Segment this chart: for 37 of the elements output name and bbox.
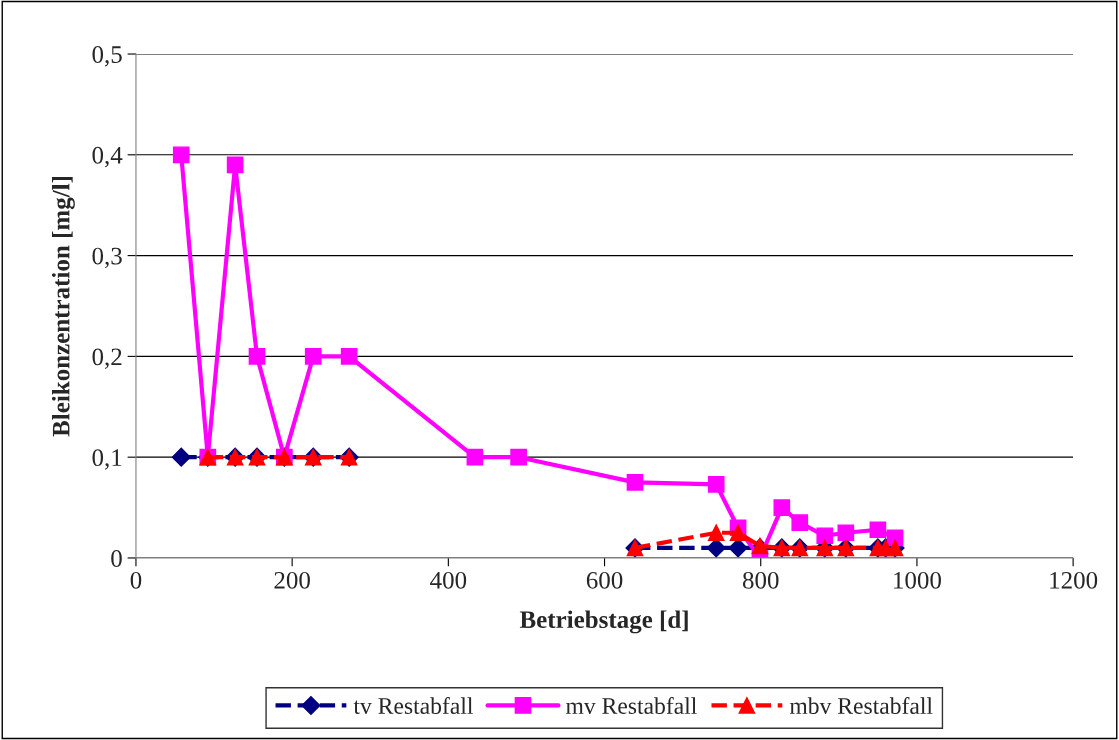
point [729,524,747,542]
point [869,521,887,539]
y-tick-label: 0,5 [92,46,122,67]
y-tick-label: 0 [111,550,122,567]
point [304,348,322,365]
point [816,527,834,545]
point [171,447,191,467]
point [248,348,266,365]
x-tick-label: 200 [274,571,310,589]
point [707,476,725,493]
point [466,448,484,466]
point [837,524,855,542]
point [510,448,527,466]
point [626,474,644,491]
point [340,348,358,365]
point [226,156,244,174]
x-tick-label: 600 [586,571,623,589]
point [728,538,748,558]
x-tick-label: 400 [430,571,467,589]
y-tick-label: 0,4 [92,146,123,168]
point [706,538,726,558]
point [172,146,190,164]
point [707,524,725,542]
legend-label: mv Restabfall [566,697,697,714]
x-tick-label: 1000 [894,571,941,589]
x-tick-label: 0 [130,571,142,589]
legend-label: mbv Restabfall [789,697,933,714]
y-axis-title: Bleikonzentration [mg/l] [51,176,75,437]
point [791,514,809,532]
x-axis-title: Betriebstage [d] [519,610,688,634]
point [773,499,791,516]
y-tick-label: 0,1 [92,449,122,470]
x-tick-label: 1200 [1050,571,1098,589]
x-tick-label: 800 [742,571,779,589]
y-tick-label: 0,3 [92,247,122,269]
y-tick-label: 0,2 [92,348,122,369]
legend-label: tv Restabfall [353,697,473,714]
